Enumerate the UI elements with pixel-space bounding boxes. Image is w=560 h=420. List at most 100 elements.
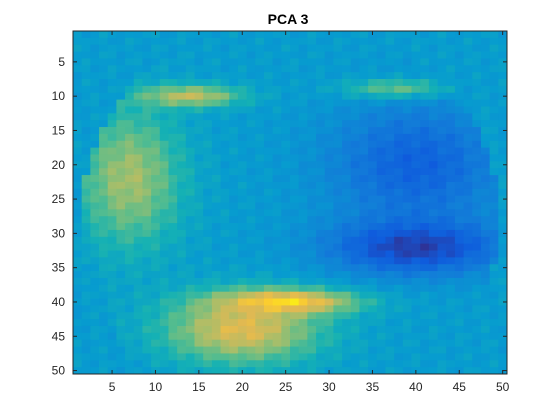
heatmap-cell: [463, 181, 473, 190]
heatmap-cell: [151, 339, 161, 347]
heatmap-cell: [324, 181, 334, 190]
heatmap-cell: [376, 332, 386, 341]
heatmap-cell: [81, 298, 91, 306]
heatmap-cell: [290, 216, 300, 224]
heatmap-cell: [428, 229, 438, 238]
heatmap-cell: [463, 44, 473, 52]
heatmap-cell: [428, 85, 438, 94]
heatmap-cell: [454, 140, 464, 149]
heatmap-cell: [402, 31, 412, 39]
heatmap-cell: [307, 161, 317, 169]
heatmap-cell: [151, 305, 161, 313]
chart-title: PCA 3: [268, 11, 309, 27]
heatmap-cell: [281, 257, 291, 265]
heatmap-cell: [159, 243, 169, 251]
heatmap-cell: [73, 277, 83, 286]
heatmap-cell: [342, 332, 352, 341]
heatmap-cell: [168, 31, 178, 39]
heatmap-cell: [255, 209, 265, 217]
heatmap-cell: [437, 291, 447, 299]
heatmap-cell: [437, 319, 447, 327]
heatmap-cell: [316, 44, 326, 52]
heatmap-cell: [159, 319, 169, 327]
heatmap-cell: [194, 37, 204, 46]
heatmap-cell: [125, 181, 135, 190]
heatmap-cell: [394, 31, 404, 39]
heatmap-cell: [350, 325, 360, 334]
heatmap-cell: [229, 85, 239, 94]
heatmap-cell: [420, 271, 430, 279]
heatmap-cell: [290, 154, 300, 162]
heatmap-cell: [125, 312, 135, 320]
heatmap-cell: [307, 195, 317, 203]
heatmap-cell: [142, 271, 152, 279]
heatmap-cell: [368, 85, 378, 94]
heatmap-cell: [394, 195, 404, 203]
heatmap-cell: [385, 332, 395, 341]
heatmap-cell: [81, 79, 91, 87]
heatmap-cell: [428, 325, 438, 334]
heatmap-cell: [411, 195, 421, 203]
heatmap-cell: [342, 99, 352, 107]
heatmap-cell: [133, 312, 143, 320]
heatmap-cell: [237, 202, 247, 210]
heatmap-cell: [376, 209, 386, 217]
heatmap-cell: [342, 106, 352, 114]
heatmap-cell: [411, 140, 421, 149]
heatmap-cell: [99, 229, 109, 238]
heatmap-cell: [255, 243, 265, 251]
heatmap-cell: [489, 229, 499, 238]
heatmap-cell: [428, 271, 438, 279]
heatmap-cell: [107, 353, 117, 361]
heatmap-cell: [359, 65, 369, 73]
heatmap-cell: [298, 353, 308, 361]
heatmap-cell: [298, 264, 308, 272]
heatmap-cell: [246, 319, 256, 327]
heatmap-cell: [463, 360, 473, 368]
heatmap-cell: [342, 223, 352, 231]
heatmap-cell: [402, 291, 412, 299]
heatmap-cell: [81, 305, 91, 313]
heatmap-cell: [368, 147, 378, 155]
heatmap-cell: [229, 127, 239, 135]
heatmap-cell: [177, 360, 187, 368]
heatmap-cell: [151, 85, 161, 94]
heatmap-cell: [342, 325, 352, 334]
heatmap-cell: [472, 31, 482, 39]
heatmap-cell: [81, 195, 91, 203]
heatmap-cell: [298, 140, 308, 149]
heatmap-cell: [99, 332, 109, 341]
heatmap-cell: [159, 367, 169, 375]
heatmap-cell: [307, 51, 317, 59]
heatmap-cell: [116, 339, 126, 347]
heatmap-cell: [342, 339, 352, 347]
heatmap-cell: [211, 92, 221, 100]
heatmap-cell: [125, 367, 135, 375]
heatmap-cell: [489, 223, 499, 231]
heatmap-cell: [272, 72, 282, 80]
heatmap-cell: [463, 195, 473, 203]
heatmap-cell: [368, 106, 378, 114]
heatmap-cell: [498, 154, 508, 162]
heatmap-cell: [220, 209, 230, 217]
heatmap-cell: [446, 168, 456, 176]
heatmap-cell: [385, 72, 395, 80]
heatmap-cell: [350, 236, 360, 245]
heatmap-cell: [177, 353, 187, 361]
heatmap-cell: [255, 202, 265, 210]
heatmap-cell: [107, 284, 117, 293]
heatmap-cell: [342, 113, 352, 121]
heatmap-cell: [298, 154, 308, 162]
heatmap-cell: [290, 271, 300, 279]
heatmap-cell: [437, 312, 447, 320]
heatmap-cell: [281, 312, 291, 320]
heatmap-cell: [263, 175, 274, 183]
heatmap-cell: [194, 250, 204, 258]
heatmap-cell: [168, 99, 178, 107]
heatmap-cell: [107, 113, 117, 121]
heatmap-cell: [307, 223, 317, 231]
heatmap-cell: [402, 106, 412, 114]
heatmap-cell: [229, 37, 239, 46]
heatmap-cell: [463, 312, 473, 320]
heatmap-cell: [263, 332, 274, 341]
